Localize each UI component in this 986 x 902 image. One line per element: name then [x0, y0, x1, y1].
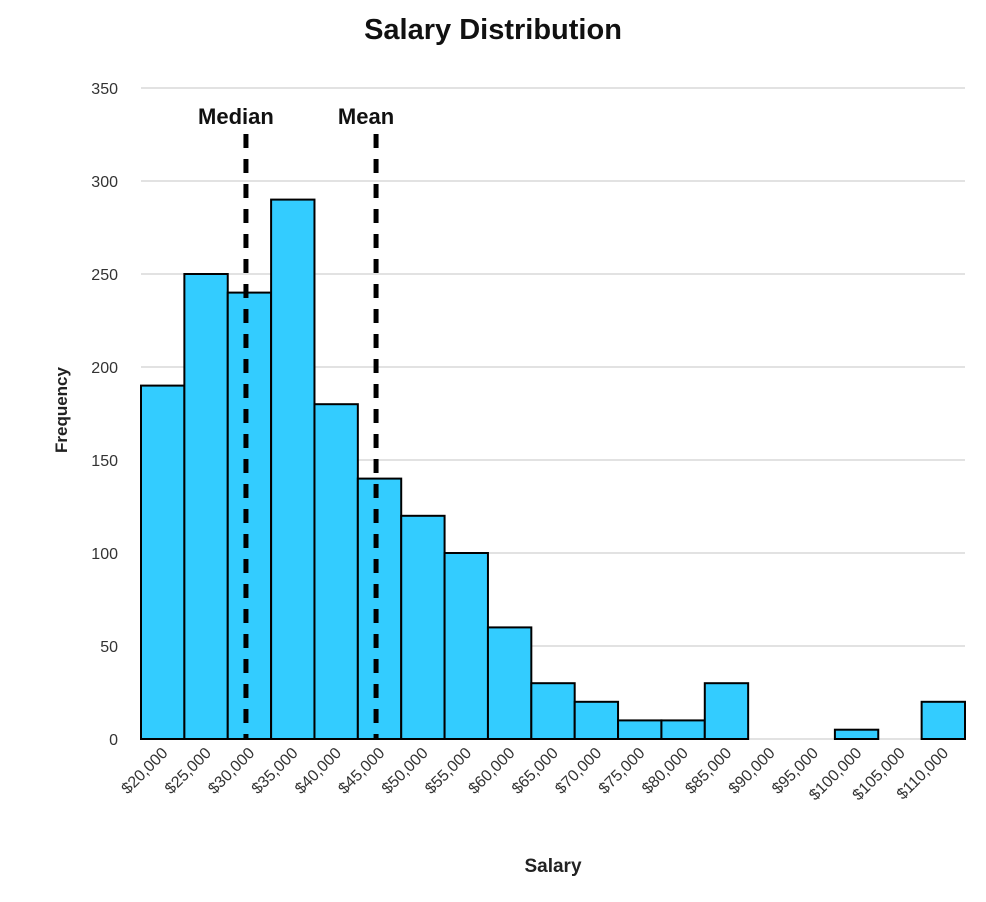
bar — [660, 719, 706, 741]
bar — [226, 291, 273, 740]
x-tick-label: $40,000 — [292, 745, 345, 798]
x-tick-label: $75,000 — [596, 745, 649, 798]
y-tick-label: 350 — [91, 81, 118, 98]
bar — [486, 626, 533, 741]
x-axis-label: Salary — [524, 856, 582, 877]
x-tick-label: $80,000 — [639, 745, 692, 798]
bar — [703, 682, 750, 741]
y-tick-label: 50 — [100, 639, 118, 656]
bar — [443, 552, 489, 740]
bar — [183, 273, 229, 740]
bar — [833, 728, 880, 741]
bar — [400, 514, 446, 740]
x-tick-label: $90,000 — [726, 745, 779, 798]
bar — [617, 719, 663, 741]
y-tick-label: 300 — [91, 174, 118, 191]
bar — [530, 682, 576, 741]
y-tick-label: 150 — [91, 453, 118, 470]
y-tick-label: 200 — [91, 360, 118, 377]
x-tick-label: $35,000 — [249, 745, 302, 798]
x-tick-label: $70,000 — [552, 745, 605, 798]
y-tick-label: 250 — [91, 267, 118, 284]
x-tick-label: $45,000 — [335, 745, 388, 798]
x-tick-label: $85,000 — [682, 745, 735, 798]
bar — [140, 384, 186, 740]
annotation-label-mean: Mean — [338, 104, 394, 129]
chart-title: Salary Distribution — [364, 14, 622, 46]
y-tick-label: 100 — [91, 546, 118, 563]
x-tick-label: $65,000 — [509, 745, 562, 798]
bar — [573, 700, 620, 740]
x-tick-label: $55,000 — [422, 745, 475, 798]
bar — [356, 477, 403, 740]
bar — [313, 403, 359, 740]
annotation-label-median: Median — [198, 104, 274, 129]
bar — [920, 700, 967, 740]
x-tick-label: $50,000 — [379, 745, 432, 798]
bar — [270, 198, 316, 741]
x-tick-label: $60,000 — [466, 745, 519, 798]
x-tick-label: $25,000 — [162, 745, 215, 798]
x-tick-label: $30,000 — [205, 745, 258, 798]
y-tick-label: 0 — [109, 732, 118, 749]
x-tick-label: $20,000 — [119, 745, 172, 798]
